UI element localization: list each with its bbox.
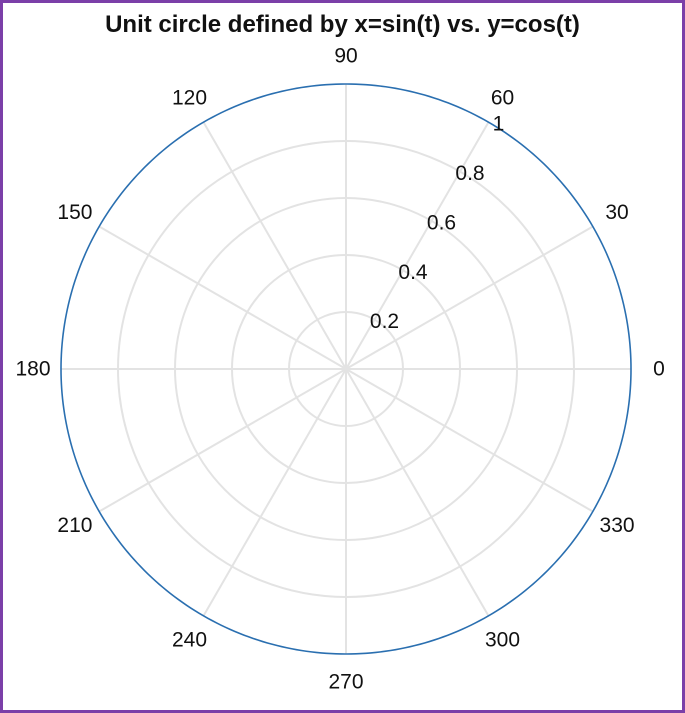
r-tick-label-0.6: 0.6 [427,211,456,234]
grid-spoke-120 [202,121,347,370]
grid-spoke-60 [345,121,490,370]
grid-ring-0.4 [231,254,461,484]
theta-tick-label-300: 300 [485,629,520,652]
r-tick-label-1: 1 [493,113,505,136]
grid-spoke-210 [98,368,347,513]
grid-spoke-30 [345,225,594,370]
theta-tick-label-240: 240 [172,629,207,652]
grid-spoke-240 [202,368,347,617]
theta-tick-label-150: 150 [57,201,92,224]
theta-tick-label-90: 90 [334,45,357,68]
theta-tick-label-210: 210 [57,514,92,537]
grid-ring-0.6 [174,197,518,541]
r-tick-label-0.4: 0.4 [398,261,428,284]
theta-tick-label-180: 180 [15,358,50,381]
grid-ring-0.2 [288,311,404,427]
grid-ring-0.8 [117,140,575,598]
grid-spoke-330 [345,368,594,513]
theta-tick-label-30: 30 [605,201,628,224]
grid-spoke-300 [345,368,490,617]
theta-tick-label-270: 270 [328,671,363,694]
grid-spoke-150 [98,225,347,370]
theta-tick-label-0: 0 [653,358,665,381]
r-tick-label-0.8: 0.8 [455,162,484,185]
theta-tick-label-60: 60 [491,86,514,109]
r-tick-label-0.2: 0.2 [370,310,399,333]
theta-tick-label-330: 330 [600,514,635,537]
theta-tick-label-120: 120 [172,86,207,109]
series-line-0 [60,83,632,655]
chart-title: Unit circle defined by x=sin(t) vs. y=co… [105,11,580,38]
